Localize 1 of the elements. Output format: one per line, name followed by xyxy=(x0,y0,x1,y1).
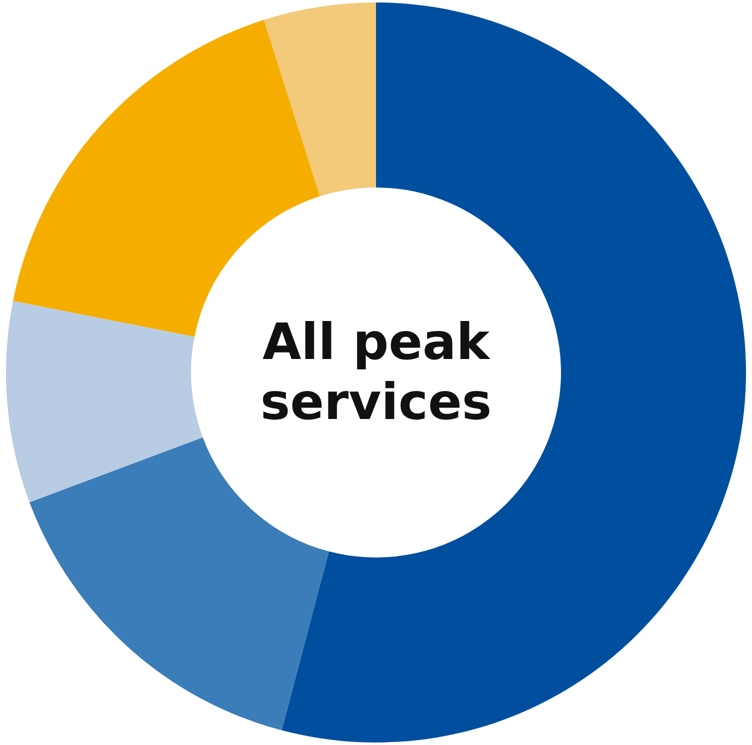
text: All peak services xyxy=(259,312,493,433)
